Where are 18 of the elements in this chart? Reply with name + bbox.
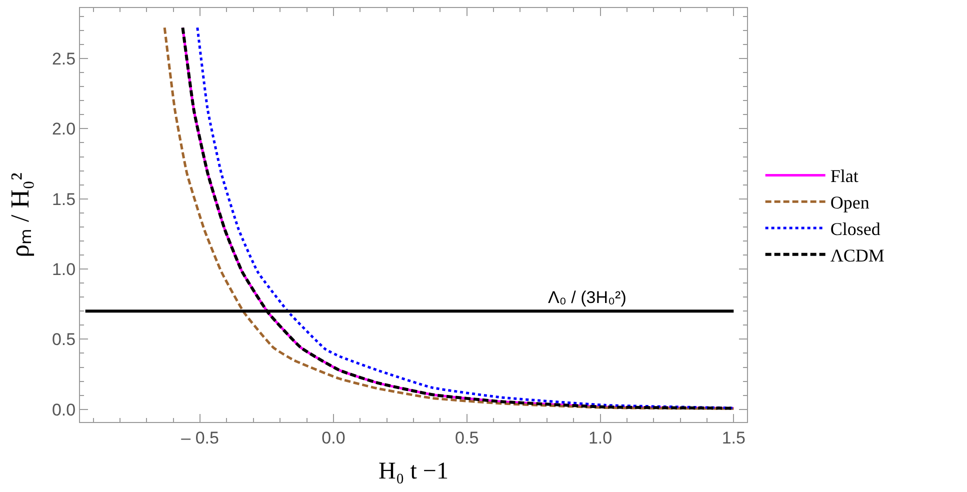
x-tick-label: 0.0 (322, 428, 346, 448)
legend-label: Open (830, 192, 870, 213)
ref-line-label: Λ₀ / (3H₀²) (548, 288, 626, 307)
x-tick-label: 0.5 (455, 428, 479, 448)
x-tick-label: – 0.5 (181, 428, 219, 448)
x-axis-title: H₀ t −1 (378, 458, 448, 485)
x-tick-label: 1.5 (722, 428, 746, 448)
y-axis-title: ρₘ / H₀² (5, 172, 34, 258)
y-tick-label: 1.5 (52, 190, 76, 209)
y-tick-label: 2.5 (52, 49, 76, 68)
legend-label: Closed (830, 219, 880, 240)
x-tick-label: 1.0 (588, 428, 612, 448)
y-tick-label: 1.0 (52, 260, 76, 279)
legend-label: Flat (830, 166, 858, 186)
legend-label: ΛCDM (830, 245, 884, 266)
y-tick-label: 0.0 (52, 400, 76, 420)
y-tick-label: 0.5 (52, 330, 76, 350)
y-tick-label: 2.0 (52, 120, 76, 139)
